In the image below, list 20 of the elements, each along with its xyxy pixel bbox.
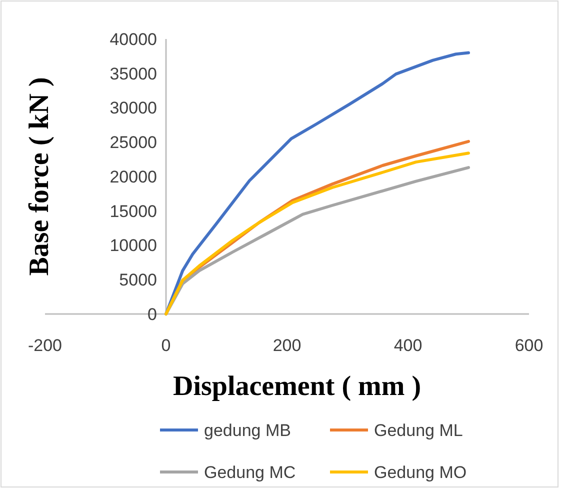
x-tick-label: -200 [28,336,62,355]
x-tick-label: 400 [394,336,422,355]
legend-label: Gedung MC [204,462,296,482]
y-tick-label: 5000 [119,270,157,290]
y-tick-label: 0 [148,304,157,324]
x-axis-title: Displacement ( mm ) [172,371,422,402]
x-tick-label: 200 [272,336,302,355]
y-tick-label: 15000 [110,202,157,221]
legend-label: gedung MB [204,420,291,440]
y-tick-label: 25000 [110,133,157,152]
y-axis-title: Base force ( kN ) [24,77,55,276]
legend-label: Gedung MO [374,462,467,482]
y-tick-label: 30000 [110,98,157,118]
y-tick-label: 20000 [110,167,157,186]
legend-label: Gedung ML [374,420,463,440]
x-tick-label: 0 [161,336,171,355]
y-tick-label: 40000 [110,30,157,49]
y-tick-label: 35000 [110,64,157,84]
x-tick-label: 600 [514,336,544,355]
y-tick-label: 10000 [110,236,157,256]
